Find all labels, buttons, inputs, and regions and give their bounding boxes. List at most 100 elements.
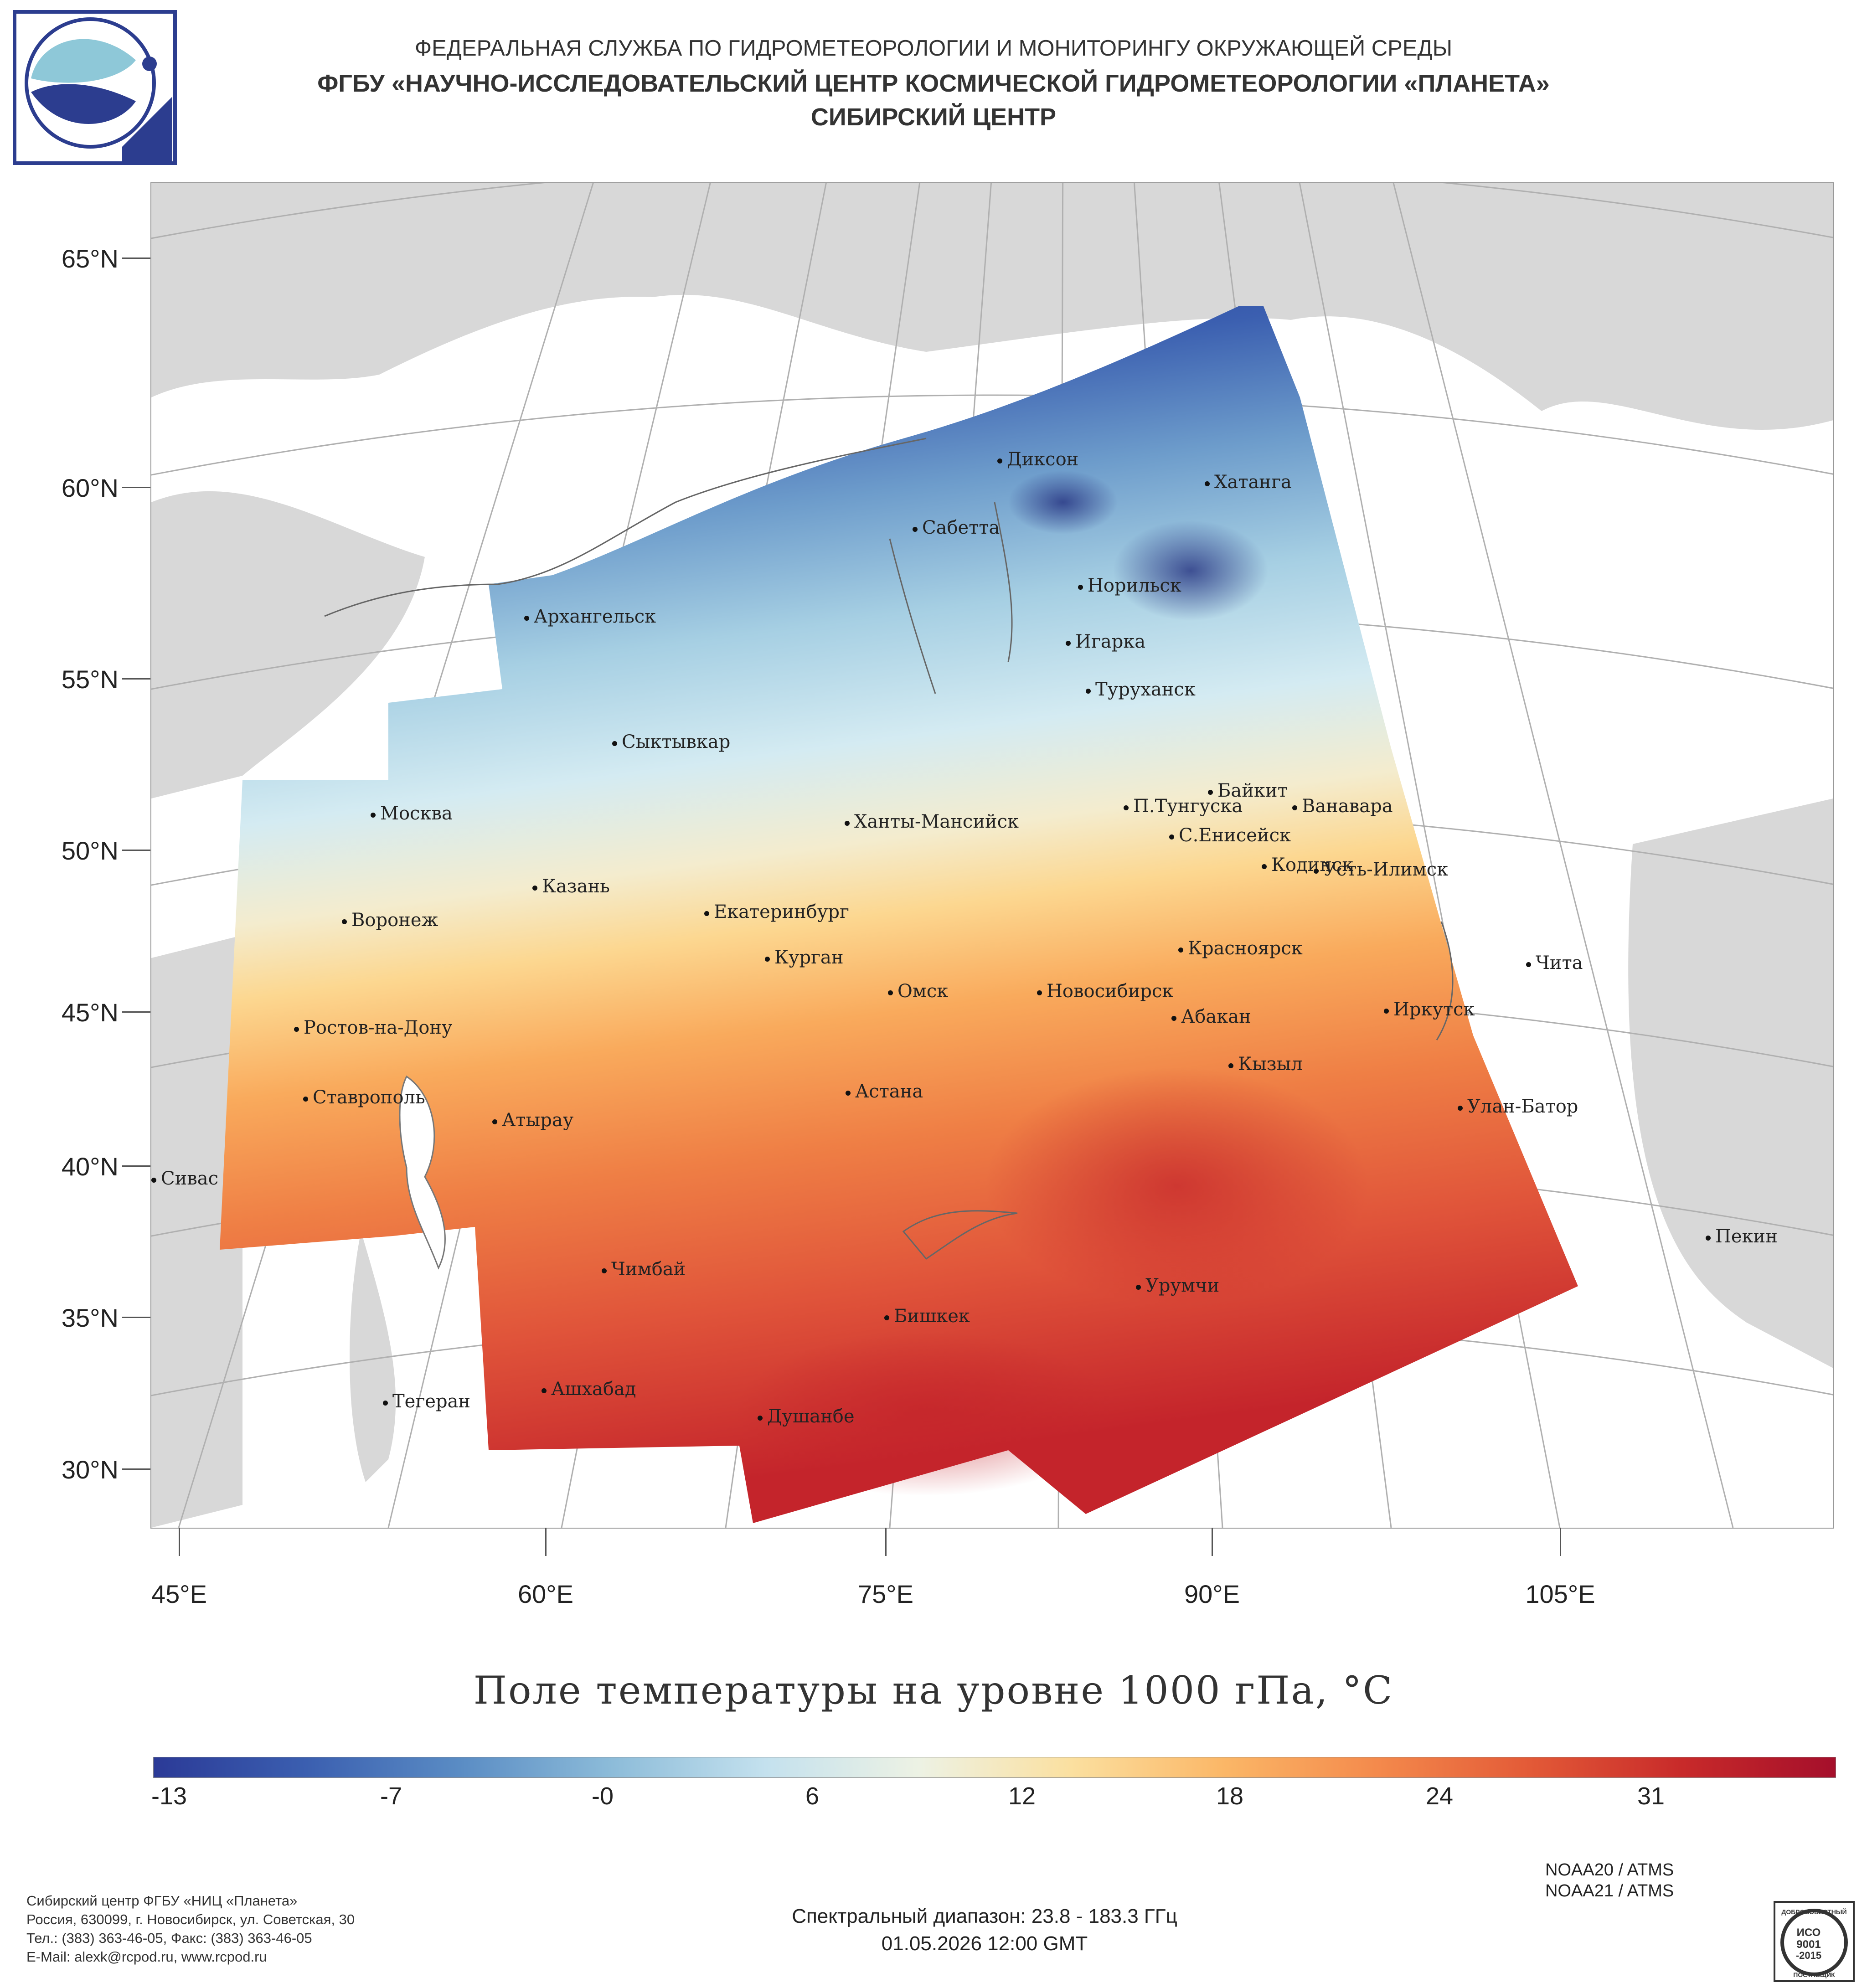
city-dot-icon xyxy=(1066,640,1071,646)
city-dot-icon xyxy=(542,1388,547,1393)
map-canvas xyxy=(151,183,1833,1528)
lat-label-55: 55°N xyxy=(61,665,119,694)
svg-text:ИСО: ИСО xyxy=(1797,1926,1821,1939)
org-name: Сибирский центр ФГБУ «НИЦ «Планета» xyxy=(26,1893,298,1909)
org-address: Россия, 630099, г. Новосибирск, ул. Сове… xyxy=(26,1911,355,1927)
city-marker: Ашхабад xyxy=(542,1379,636,1400)
planeta-logo-icon xyxy=(13,10,177,165)
header-center: СИБИРСКИЙ ЦЕНТР xyxy=(810,103,1057,131)
city-marker: Усть-Илимск xyxy=(1314,859,1448,880)
satellite-2: NOAA21 / ATMS xyxy=(1545,1881,1674,1900)
city-marker: Сабетта xyxy=(913,517,1000,538)
city-dot-icon xyxy=(1706,1235,1711,1241)
lon-label-105: 105°E xyxy=(1525,1580,1595,1608)
scale-label: 24 xyxy=(1425,1782,1454,1810)
city-marker: Игарка xyxy=(1066,631,1145,652)
city-dot-icon xyxy=(1178,947,1183,953)
city-dot-icon xyxy=(1228,1063,1233,1068)
city-marker: Архангельск xyxy=(524,606,656,627)
city-dot-icon xyxy=(1292,805,1297,810)
city-marker: Ванавара xyxy=(1292,796,1393,817)
lat-tick xyxy=(122,678,150,680)
city-dot-icon xyxy=(1314,868,1319,874)
scale-label: 6 xyxy=(805,1782,820,1810)
lat-label-30: 30°N xyxy=(61,1455,119,1484)
scale-label: -7 xyxy=(380,1782,402,1810)
city-marker: Норильск xyxy=(1078,575,1181,596)
city-dot-icon xyxy=(997,458,1002,464)
lon-tick xyxy=(545,1528,547,1556)
city-dot-icon xyxy=(532,885,537,891)
city-marker: Бишкек xyxy=(884,1306,970,1327)
city-marker: Хатанга xyxy=(1205,472,1292,493)
city-marker: Чимбай xyxy=(602,1259,686,1280)
city-marker: Воронеж xyxy=(342,910,438,931)
lon-label-90: 90°E xyxy=(1184,1580,1240,1608)
city-marker: Диксон xyxy=(997,449,1078,470)
city-dot-icon xyxy=(1526,962,1531,967)
observation-datetime: 01.05.2026 12:00 GMT xyxy=(881,1932,1088,1955)
city-dot-icon xyxy=(151,1177,156,1183)
city-dot-icon xyxy=(1171,1015,1176,1021)
city-dot-icon xyxy=(1124,805,1129,810)
lon-tick xyxy=(179,1528,180,1556)
city-marker: Атырау xyxy=(492,1110,573,1131)
city-dot-icon xyxy=(371,812,376,818)
city-marker: Астана xyxy=(846,1081,923,1102)
color-scale-bar xyxy=(153,1757,1836,1778)
city-dot-icon xyxy=(1086,688,1091,694)
city-marker: Новосибирск xyxy=(1037,981,1173,1002)
svg-text:ДОБРОСОВЕСТНЫЙ: ДОБРОСОВЕСТНЫЙ xyxy=(1781,1908,1846,1916)
city-marker: Кодинск xyxy=(1262,855,1353,876)
scale-label: -0 xyxy=(591,1782,614,1810)
svg-text:ПОСТАВЩИК: ПОСТАВЩИК xyxy=(1793,1971,1835,1978)
scale-label: 12 xyxy=(1008,1782,1036,1810)
lat-label-45: 45°N xyxy=(61,998,119,1027)
lat-tick xyxy=(122,1468,150,1470)
city-dot-icon xyxy=(1208,789,1213,795)
city-dot-icon xyxy=(1136,1284,1141,1290)
city-marker: Москва xyxy=(371,803,453,824)
lat-label-65: 65°N xyxy=(61,244,119,273)
header-institute: ФГБУ «НАУЧНО-ИССЛЕДОВАТЕЛЬСКИЙ ЦЕНТР КОС… xyxy=(317,70,1550,97)
lat-tick xyxy=(122,1165,150,1167)
city-dot-icon xyxy=(913,526,918,532)
city-marker: Ростов-на-Дону xyxy=(294,1017,452,1038)
city-dot-icon xyxy=(602,1268,607,1273)
city-marker: Сивас xyxy=(151,1168,218,1189)
city-marker: Пекин xyxy=(1706,1226,1778,1247)
city-dot-icon xyxy=(846,1090,851,1096)
city-dot-icon xyxy=(342,919,347,924)
lon-tick xyxy=(885,1528,887,1556)
city-dot-icon xyxy=(492,1119,497,1124)
scale-label: -13 xyxy=(151,1782,187,1810)
city-marker: Кызыл xyxy=(1228,1054,1303,1075)
scale-label: 18 xyxy=(1216,1782,1244,1810)
city-dot-icon xyxy=(294,1026,299,1032)
city-marker: П.Тунгуска xyxy=(1124,796,1243,817)
city-dot-icon xyxy=(765,956,770,962)
spectral-range: Спектральный диапазон: 23.8 - 183.3 ГГц xyxy=(792,1905,1177,1927)
city-marker: Душанбе xyxy=(758,1406,855,1427)
city-marker: Иркутск xyxy=(1384,999,1475,1020)
city-marker: С.Енисейск xyxy=(1169,825,1291,846)
city-marker: Чита xyxy=(1526,953,1583,973)
lon-label-45: 45°E xyxy=(151,1580,207,1608)
city-dot-icon xyxy=(888,990,893,995)
lat-label-50: 50°N xyxy=(61,836,119,865)
city-dot-icon xyxy=(758,1415,763,1421)
city-marker: Абакан xyxy=(1171,1006,1251,1027)
city-dot-icon xyxy=(845,820,850,826)
lon-tick xyxy=(1560,1528,1561,1556)
lat-label-60: 60°N xyxy=(61,474,119,502)
lon-label-60: 60°E xyxy=(517,1580,574,1608)
city-dot-icon xyxy=(1262,864,1267,869)
temperature-map xyxy=(150,182,1834,1529)
lon-tick xyxy=(1212,1528,1213,1556)
city-dot-icon xyxy=(612,741,617,746)
iso-certificate-icon: ДОБРОСОВЕСТНЫЙ ИСО 9001 -2015 ПОСТАВЩИК xyxy=(1774,1901,1855,1982)
lon-label-75: 75°E xyxy=(857,1580,914,1608)
city-marker: Тегеран xyxy=(383,1391,470,1412)
city-dot-icon xyxy=(1037,990,1042,995)
lat-tick xyxy=(122,487,150,488)
